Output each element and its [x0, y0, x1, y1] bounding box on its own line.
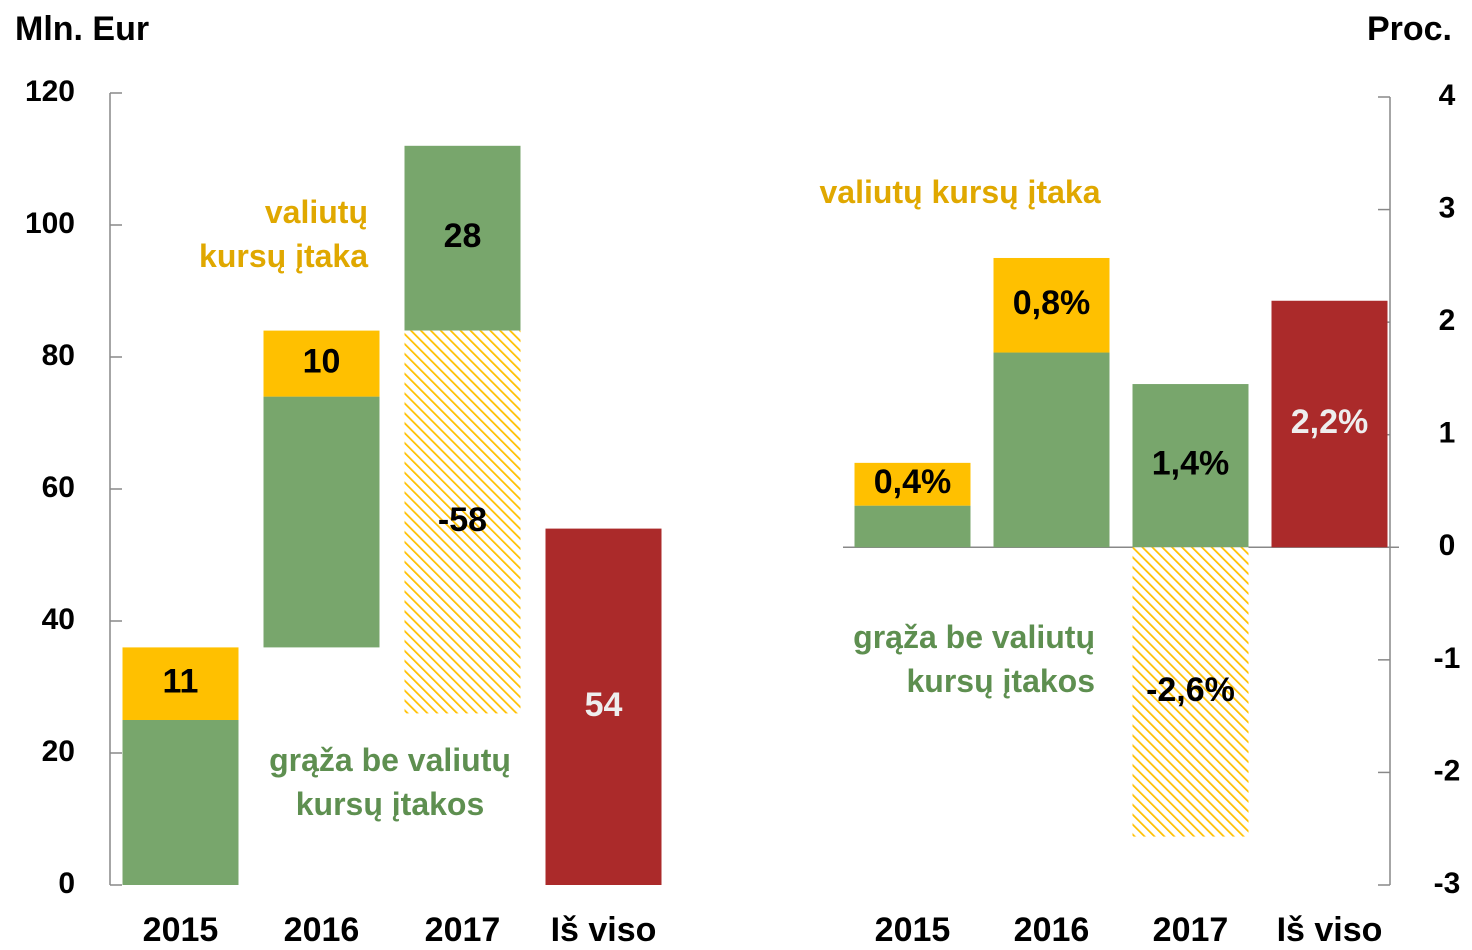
bar [263, 396, 380, 648]
bar [545, 528, 662, 885]
data-label: 2,2% [1291, 403, 1369, 441]
x-tick-label: Iš viso [551, 911, 657, 949]
bar [404, 145, 521, 331]
annotation: valiutų kursų įtaka [819, 174, 1101, 210]
x-tick-label: 2017 [1153, 911, 1229, 949]
bar [993, 352, 1110, 548]
y-tick-label: -2 [1434, 754, 1461, 787]
y-axis-title: Proc. [1366, 10, 1452, 48]
y-tick-label: 3 [1439, 191, 1456, 224]
annotation: valiutų kursų įtaka [199, 194, 368, 274]
bar [993, 257, 1110, 353]
bar [854, 505, 971, 548]
data-label: 11 [163, 663, 199, 701]
y-tick-label: 40 [42, 603, 75, 636]
y-tick-label: 100 [25, 207, 75, 240]
data-label: -2,6% [1146, 671, 1235, 709]
data-label: 54 [585, 686, 623, 724]
x-tick-label: 2016 [1014, 911, 1090, 949]
x-tick-label: 2015 [143, 911, 219, 949]
y-tick-label: 0 [58, 867, 75, 900]
data-label: 0,4% [874, 463, 952, 501]
annotation: grąža be valiutų kursų įtakos [269, 742, 511, 822]
data-label: 28 [444, 217, 482, 255]
y-tick-label: 1 [1439, 417, 1456, 450]
y-tick-label: 20 [42, 735, 75, 768]
y-tick-label: 4 [1439, 79, 1456, 112]
y-axis-title: Mln. Eur [15, 10, 150, 48]
x-tick-label: 2016 [284, 911, 360, 949]
y-tick-label: -3 [1434, 867, 1461, 900]
bar [1132, 384, 1249, 548]
y-tick-label: -1 [1434, 642, 1461, 675]
y-tick-label: 120 [25, 75, 75, 108]
data-label: 10 [303, 343, 341, 381]
annotation: grąža be valiutų kursų įtakos [853, 619, 1095, 699]
bar [1271, 300, 1388, 548]
bar [854, 462, 971, 506]
y-tick-label: 80 [42, 339, 75, 372]
bar [122, 720, 239, 885]
bar [1132, 547, 1249, 837]
data-label: 0,8% [1013, 284, 1091, 322]
data-label: 1,4% [1152, 445, 1230, 483]
data-label: -58 [438, 501, 487, 539]
y-tick-label: 60 [42, 471, 75, 504]
bar [404, 330, 521, 714]
x-tick-label: 2015 [875, 911, 951, 949]
bar [263, 330, 380, 397]
bar [122, 647, 239, 720]
y-tick-label: 2 [1439, 304, 1456, 337]
x-tick-label: Iš viso [1277, 911, 1383, 949]
y-tick-label: 0 [1439, 529, 1456, 562]
x-tick-label: 2017 [425, 911, 501, 949]
